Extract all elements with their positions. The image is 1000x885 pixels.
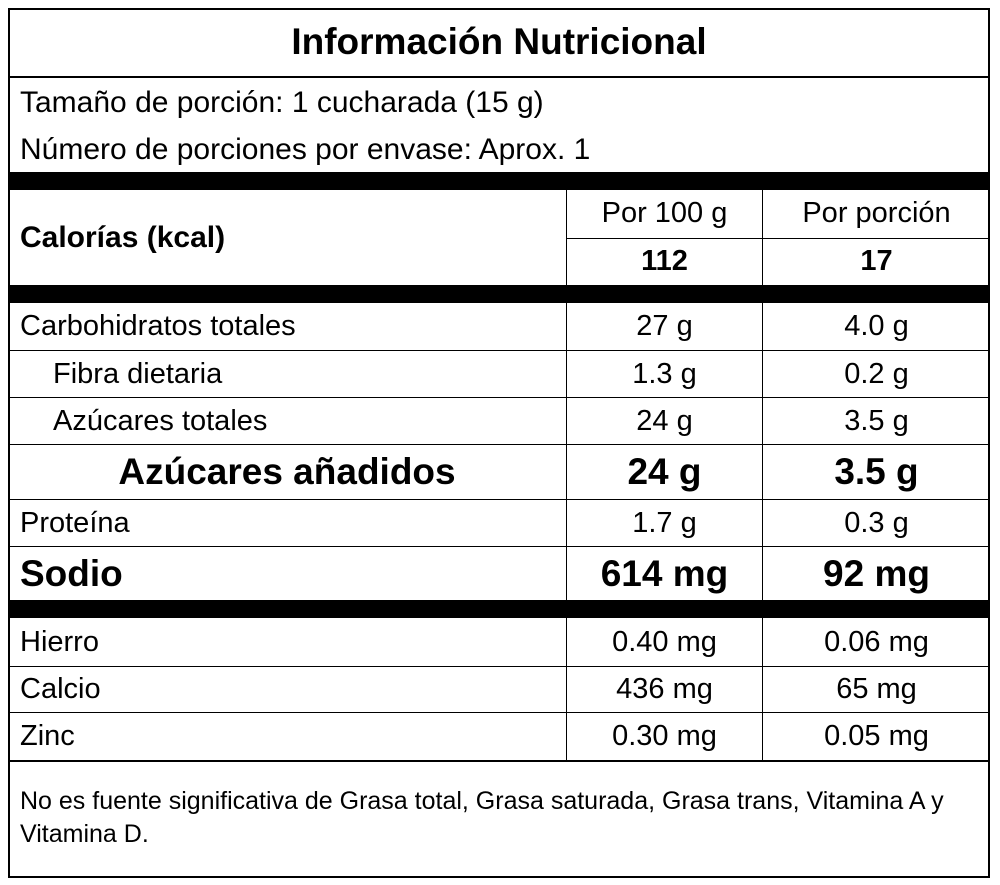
nutrient-row: Carbohidratos totales 27 g 4.0 g <box>8 303 990 351</box>
nutrient-row: Sodio 614 mg 92 mg <box>8 547 990 600</box>
nutrient-name: Azúcares añadidos <box>118 451 456 492</box>
calories-value: 112 <box>566 238 762 285</box>
nutrient-name: Fibra dietaria <box>53 357 223 390</box>
serving-count: Número de porciones por envase: Aprox. 1 <box>20 133 591 166</box>
calories-label: Calorías (kcal) <box>20 220 226 254</box>
nutrient-value: 92 mg <box>762 547 990 600</box>
nutrient-value: 65 mg <box>762 667 990 712</box>
nutrient-value: 0.40 mg <box>566 618 762 666</box>
nutrient-value: 3.5 g <box>762 398 990 444</box>
calories-cols: Por 100 g Por porción 112 17 <box>566 190 990 285</box>
serving-size: Tamaño de porción: 1 cucharada (15 g) <box>20 86 544 119</box>
nutrient-value: 0.06 mg <box>762 618 990 666</box>
nutrient-row: Azúcares totales 24 g 3.5 g <box>8 398 990 445</box>
nutrient-value: 0.30 mg <box>566 713 762 760</box>
nutrient-name: Carbohidratos totales <box>20 310 296 342</box>
nutrient-value: 4.0 g <box>762 303 990 350</box>
header: Por 100 g <box>566 190 762 238</box>
nutrient-name: Calcio <box>20 673 101 705</box>
divider <box>8 285 990 303</box>
nutrient-value: 0.3 g <box>762 500 990 546</box>
divider <box>8 172 990 190</box>
nutrient-value: 24 g <box>566 398 762 444</box>
nutrient-value: 0.2 g <box>762 351 990 397</box>
nutrient-name: Azúcares totales <box>53 404 268 437</box>
nutrient-row: Azúcares añadidos 24 g 3.5 g <box>8 445 990 500</box>
nutrient-value: 436 mg <box>566 667 762 712</box>
nutrient-name: Hierro <box>20 625 99 658</box>
nutrient-name: Zinc <box>20 720 75 752</box>
header: Por porción <box>762 190 990 238</box>
calories-values: 112 17 <box>566 238 990 285</box>
label-border <box>8 8 990 878</box>
nutrient-row: Calcio 436 mg 65 mg <box>8 667 990 713</box>
nutrient-row: Proteína 1.7 g 0.3 g <box>8 500 990 547</box>
footer-line <box>8 760 990 762</box>
nutrient-value: 24 g <box>566 445 762 499</box>
nutrient-value: 0.05 mg <box>762 713 990 760</box>
footnote: No es fuente significativa de Grasa tota… <box>20 787 944 848</box>
calories-headers: Por 100 g Por porción <box>566 190 990 239</box>
nutrient-value: 1.3 g <box>566 351 762 397</box>
nutrient-value: 614 mg <box>566 547 762 600</box>
title: Información Nutricional <box>8 8 990 78</box>
nutrient-value: 1.7 g <box>566 500 762 546</box>
nutrient-row: Zinc 0.30 mg 0.05 mg <box>8 713 990 760</box>
nutrient-row: Hierro 0.40 mg 0.06 mg <box>8 618 990 667</box>
divider <box>8 600 990 618</box>
calories-block: Calorías (kcal) Por 100 g Por porción 11… <box>8 190 990 285</box>
nutrient-name: Proteína <box>20 506 130 539</box>
calories-value: 17 <box>762 238 990 285</box>
nutrient-value: 27 g <box>566 303 762 350</box>
nutrient-value: 3.5 g <box>762 445 990 499</box>
nutrient-name: Sodio <box>20 552 123 594</box>
nutrient-row: Fibra dietaria 1.3 g 0.2 g <box>8 351 990 398</box>
